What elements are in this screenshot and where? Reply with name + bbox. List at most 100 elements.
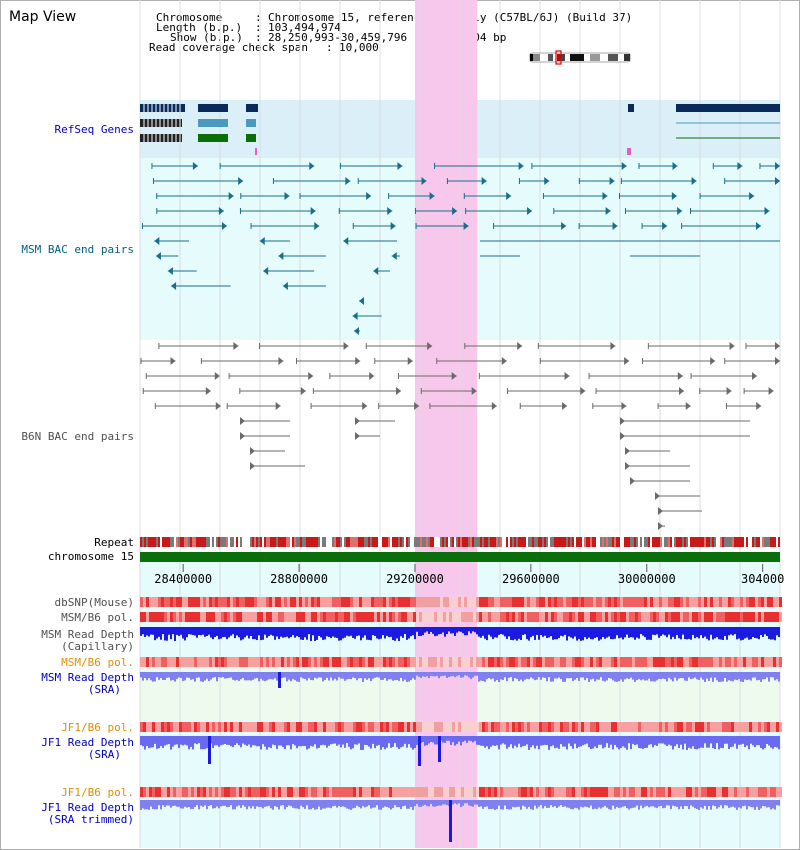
track-label-jf1-depth-trim[interactable]: JF1 Read Depth	[41, 801, 134, 814]
bac-end-arrow	[343, 237, 349, 245]
heatmap-cell	[704, 722, 707, 732]
heatmap-cell	[638, 612, 641, 622]
heatmap-cell	[722, 722, 725, 732]
heatmap-cell	[239, 597, 242, 607]
read-depth-bar	[226, 672, 228, 679]
read-depth-bar	[626, 736, 628, 750]
heatmap-cell	[671, 722, 674, 732]
repeat-element	[616, 537, 618, 547]
read-depth-bar	[502, 800, 504, 810]
heatmap-cell	[257, 787, 260, 797]
heatmap-cell	[224, 657, 227, 667]
repeat-element	[748, 537, 750, 547]
repeat-element	[350, 537, 352, 547]
track-label-msm-depth-capillary[interactable]: MSM Read Depth	[41, 628, 134, 641]
heatmap-cell	[521, 612, 524, 622]
heatmap-cell	[464, 722, 467, 732]
heatmap-cell	[362, 597, 365, 607]
read-depth-bar	[362, 800, 364, 807]
heatmap-cell	[722, 597, 725, 607]
repeat-element	[718, 537, 720, 547]
read-depth-bar	[364, 736, 366, 745]
read-depth-bar	[684, 672, 686, 681]
repeat-element	[586, 537, 588, 547]
heatmap-cell	[284, 612, 287, 622]
heatmap-cell	[302, 612, 305, 622]
repeat-element	[442, 537, 444, 547]
info-length-sep: :	[255, 21, 262, 34]
read-depth-bar	[226, 627, 228, 640]
repeat-element	[296, 537, 298, 547]
heatmap-cell	[533, 597, 536, 607]
read-depth-bar	[440, 672, 442, 677]
read-depth-bar	[518, 672, 520, 682]
heatmap-cell	[707, 657, 710, 667]
track-label-chromosome[interactable]: chromosome 15	[47, 550, 134, 563]
heatmap-cell	[368, 657, 371, 667]
read-depth-bar	[164, 627, 166, 641]
read-depth-bar	[376, 800, 378, 806]
track-label-jf1-depth-sra[interactable]: JF1 Read Depth	[41, 736, 134, 749]
heatmap-cell	[527, 657, 530, 667]
read-depth-bar	[404, 672, 406, 680]
track-label-refseq-genes[interactable]: RefSeq Genes	[54, 123, 134, 136]
read-depth-bar	[196, 627, 198, 638]
bac-end-arrow	[580, 387, 586, 395]
read-depth-bar	[528, 672, 530, 680]
read-depth-bar	[276, 736, 278, 749]
heatmap-cell	[680, 612, 683, 622]
read-depth-bar	[634, 736, 636, 746]
heatmap-cell	[482, 612, 485, 622]
track-label-msm-depth-sra[interactable]: MSM Read Depth	[41, 671, 134, 684]
heatmap-cell	[713, 612, 716, 622]
read-depth-bar	[190, 736, 192, 747]
heatmap-cell	[371, 657, 374, 667]
track-label-msm-pol[interactable]: MSM/B6 pol.	[61, 611, 134, 624]
track-label-b6n-bac[interactable]: B6N BAC end pairs	[21, 430, 134, 443]
read-depth-bar	[276, 672, 278, 681]
repeat-element	[482, 537, 484, 547]
heatmap-cell	[461, 612, 464, 622]
read-depth-bar	[418, 672, 420, 677]
heatmap-cell	[608, 612, 611, 622]
read-depth-bar	[668, 736, 670, 745]
heatmap-cell	[281, 657, 284, 667]
read-depth-bar	[566, 800, 568, 808]
heatmap-cell	[146, 612, 149, 622]
track-label-jf1-pol-trim[interactable]: JF1/B6 pol.	[61, 786, 134, 799]
heatmap-cell	[731, 597, 734, 607]
read-depth-bar	[596, 800, 598, 810]
heatmap-cell	[398, 657, 401, 667]
heatmap-cell	[161, 612, 164, 622]
read-depth-bar	[546, 672, 548, 682]
track-label-msm-bac[interactable]: MSM BAC end pairs	[21, 243, 134, 256]
read-depth-bar	[420, 800, 422, 807]
read-depth-bar	[406, 736, 408, 748]
heatmap-cell	[719, 787, 722, 797]
bac-end-arrow	[309, 162, 315, 170]
read-depth-bar	[456, 627, 458, 633]
read-depth-bar	[520, 736, 522, 748]
heatmap-cell	[191, 657, 194, 667]
heatmap-cell	[173, 722, 176, 732]
track-label-jf1-pol-sra[interactable]: JF1/B6 pol.	[61, 721, 134, 734]
read-depth-bar	[220, 627, 222, 639]
heatmap-cell	[755, 787, 758, 797]
repeat-element	[344, 537, 346, 547]
track-label-dbsnp[interactable]: dbSNP(Mouse)	[54, 596, 134, 609]
track-label-msm-pol-sra[interactable]: MSM/B6 pol.	[61, 656, 134, 669]
read-depth-bar	[306, 672, 308, 681]
heatmap-cell	[623, 657, 626, 667]
read-depth-bar	[258, 627, 260, 636]
read-depth-bar	[680, 736, 682, 745]
heatmap-cell	[515, 722, 518, 732]
heatmap-cell	[419, 597, 422, 607]
heatmap-cell	[554, 787, 557, 797]
read-depth-bar	[460, 800, 462, 807]
gene-exon	[676, 104, 780, 112]
track-label-repeat[interactable]: Repeat	[94, 536, 134, 549]
repeat-element	[414, 537, 416, 547]
read-depth-bar	[262, 736, 264, 745]
read-depth-bar	[202, 800, 204, 807]
